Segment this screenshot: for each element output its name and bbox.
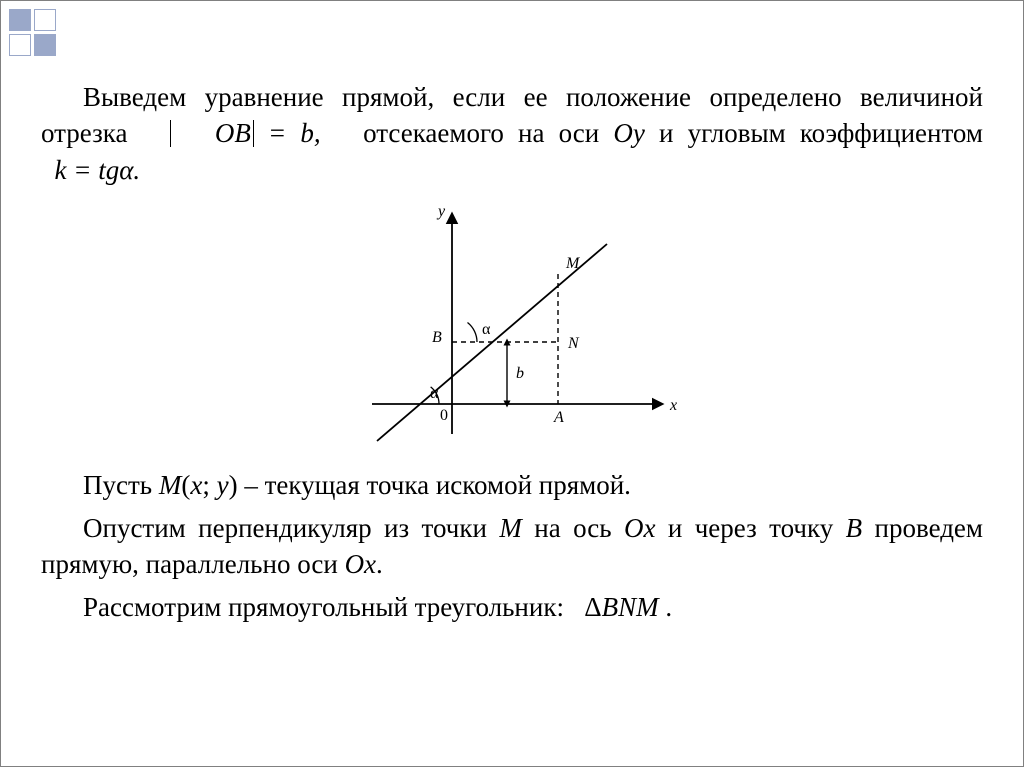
p2-c: ) – текущая точка искомой прямой. xyxy=(229,470,631,500)
p1-eq: = b, xyxy=(254,118,321,148)
paragraph-3: Опустим перпендикуляр из точки M на ось … xyxy=(41,510,983,583)
p2-M: M xyxy=(159,470,182,500)
line-diagram: x y 0 B M N Ab α α xyxy=(332,194,692,454)
p3-b: на ось xyxy=(522,513,624,543)
diagram-container: x y 0 B M N Ab α α xyxy=(41,194,983,459)
svg-text:b: b xyxy=(516,365,524,382)
p2-a: Пусть xyxy=(83,470,159,500)
svg-text:N: N xyxy=(567,335,580,352)
svg-text:α: α xyxy=(430,385,439,402)
deco-square-3 xyxy=(9,34,31,56)
p4-triangle: ΔBNM . xyxy=(584,592,672,622)
p1-text-c: отсекаемого на оси xyxy=(363,118,613,148)
p2-semi: ; xyxy=(202,470,216,500)
svg-text:x: x xyxy=(669,397,677,414)
p2-x: x xyxy=(190,470,202,500)
p3-B: B xyxy=(846,513,863,543)
p2-y: y xyxy=(217,470,229,500)
p3-Ox2: Ox xyxy=(345,549,376,579)
slide: Выведем уравнение прямой, если ее положе… xyxy=(0,0,1024,767)
p3-c: и через точку xyxy=(655,513,845,543)
paragraph-1: Выведем уравнение прямой, если ее положе… xyxy=(41,79,983,188)
paragraph-4: Рассмотрим прямоугольный треугольник: ΔB… xyxy=(41,589,983,625)
p1-axis-oy: Oy xyxy=(613,118,644,148)
deco-square-4 xyxy=(34,34,56,56)
p3-M: M xyxy=(499,513,522,543)
content-area: Выведем уравнение прямой, если ее положе… xyxy=(41,79,983,631)
svg-text:0: 0 xyxy=(440,407,448,424)
p1-formula-k: k = tgα. xyxy=(55,155,141,185)
deco-square-2 xyxy=(34,9,56,31)
p1-segment: OB xyxy=(215,118,251,148)
svg-text:B: B xyxy=(432,329,442,346)
p1-segment-bars: OB xyxy=(170,120,254,147)
svg-text:y: y xyxy=(436,203,446,220)
p1-text-d: и угловым коэффициентом xyxy=(645,118,983,148)
svg-text:α: α xyxy=(482,321,491,338)
svg-text:M: M xyxy=(565,255,581,272)
p3-Ox1: Ox xyxy=(624,513,655,543)
p3-a: Опустим перпендикуляр из точки xyxy=(83,513,499,543)
svg-text:A: A xyxy=(553,409,564,426)
p3-e: . xyxy=(376,549,383,579)
p2-b: ( xyxy=(181,470,190,500)
p4-a: Рассмотрим прямоугольный треугольник: xyxy=(83,592,564,622)
paragraph-2: Пусть M(x; y) – текущая точка искомой пр… xyxy=(41,467,983,503)
deco-square-1 xyxy=(9,9,31,31)
